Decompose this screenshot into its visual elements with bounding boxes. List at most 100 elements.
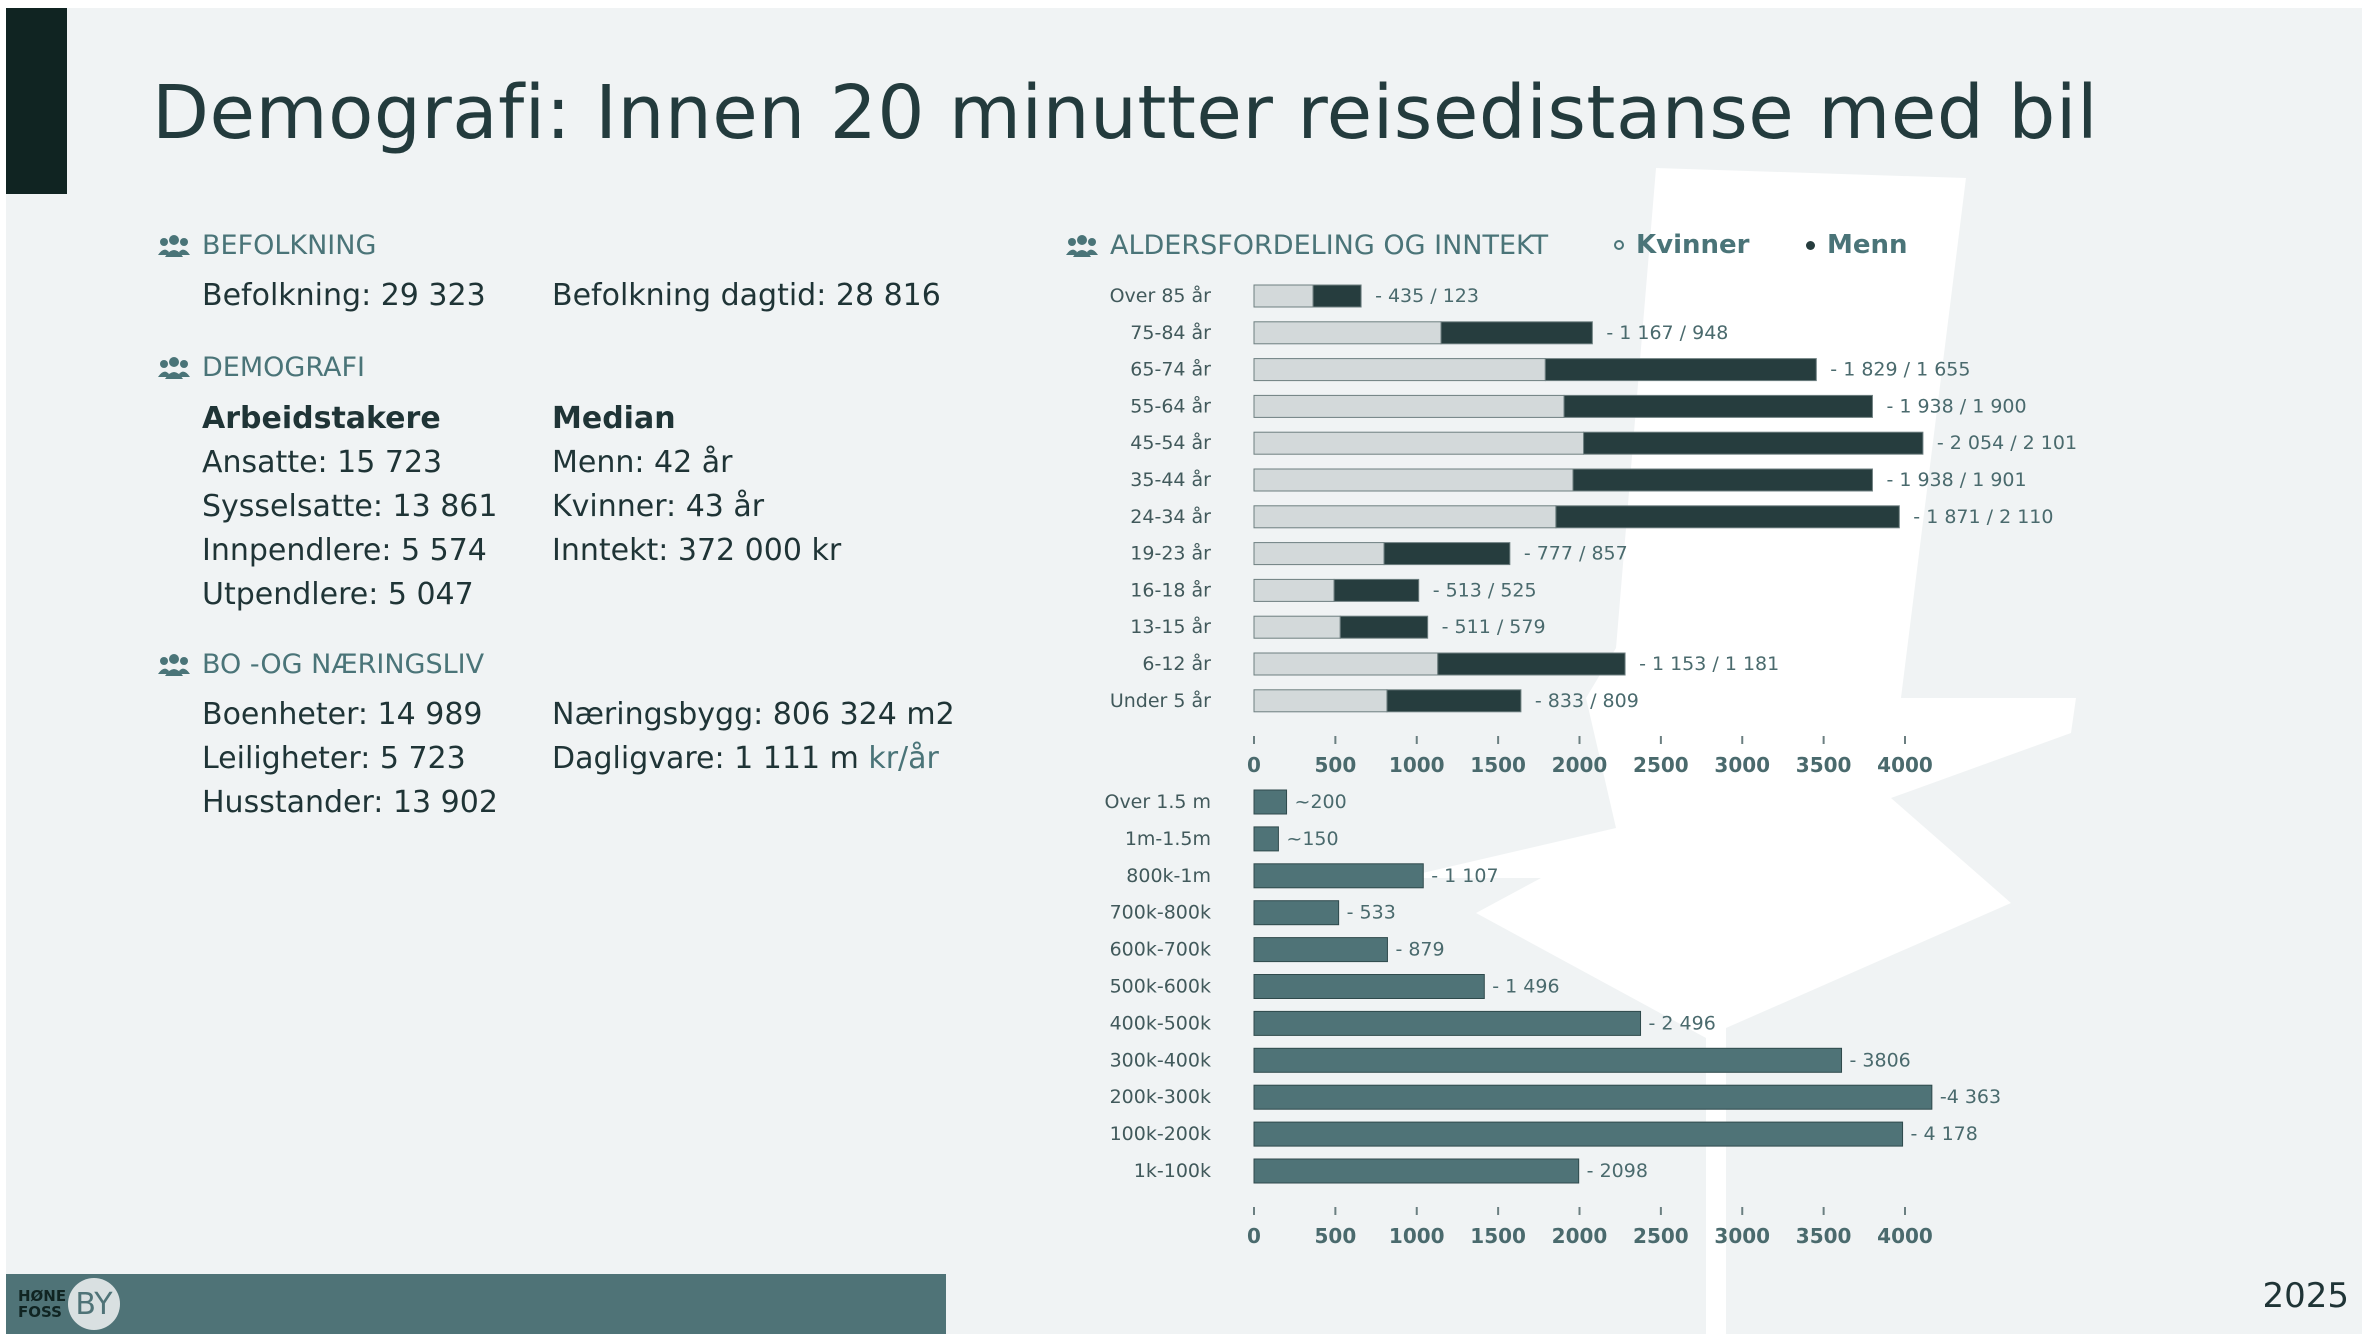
bar-women <box>1253 505 1557 529</box>
income-category-label: 500k-600k <box>1110 976 1211 998</box>
income-axis-tick-label: 3500 <box>1796 1224 1852 1248</box>
age-data-label: - 1 167 / 948 <box>1606 322 1728 344</box>
commercial-buildings: Næringsbygg: 806 324 m2 <box>552 697 955 732</box>
age-axis-tick-label: 3500 <box>1796 753 1852 777</box>
bar-women <box>1253 689 1388 713</box>
age-data-label: - 435 / 123 <box>1375 285 1479 307</box>
charts-svg: Over 85 år - 435 / 123 75-84 år - 1 167 / 9… <box>1104 284 2077 1248</box>
bar-men <box>1544 358 1817 382</box>
median-income: Inntekt: 372 000 kr <box>552 533 842 568</box>
logo-text: HØNE FOSS <box>18 1287 67 1321</box>
income-axis-tick-label: 1000 <box>1389 1224 1445 1248</box>
income-data-label: - 3806 <box>1850 1049 1911 1071</box>
bar-men <box>1386 689 1522 713</box>
age-data-label: - 1 829 / 1 655 <box>1830 359 1970 381</box>
age-category-label: 24-34 år <box>1130 505 1211 528</box>
group-icon <box>158 356 190 379</box>
workers-employed: Sysselsatte: 13 861 <box>202 489 498 524</box>
income-axis-tick-label: 2500 <box>1633 1224 1689 1248</box>
bar-men <box>1312 284 1362 308</box>
bar-men <box>1563 394 1873 418</box>
income-data-label: - 533 <box>1347 902 1396 924</box>
age-axis-tick-label: 1500 <box>1470 753 1526 777</box>
legend-men-marker <box>1806 240 1815 250</box>
income-axis-tick-label: 3000 <box>1714 1224 1770 1248</box>
income-data-label: -4 363 <box>1940 1086 2001 1108</box>
befolkning-heading-label: BEFOLKNING <box>202 230 377 261</box>
bar-women <box>1253 578 1335 602</box>
income-data-label: - 2 496 <box>1649 1012 1716 1034</box>
age-data-label: - 1 871 / 2 110 <box>1913 506 2053 528</box>
bar-men <box>1383 542 1511 566</box>
year-label: 2025 <box>2262 1276 2349 1316</box>
income-category-label: 200k-300k <box>1110 1086 1211 1108</box>
income-category-label: 100k-200k <box>1110 1123 1211 1145</box>
demografi-heading: DEMOGRAFI <box>158 352 365 383</box>
bar-women <box>1253 542 1385 566</box>
bar-men <box>1437 652 1626 676</box>
grocery: Dagligvare: 1 111 m kr/år <box>552 741 939 776</box>
median-women: Kvinner: 43 år <box>552 489 765 524</box>
legend-women: Kvinner <box>1614 230 1749 260</box>
bar-women <box>1253 468 1574 492</box>
age-data-label: - 1 938 / 1 900 <box>1886 395 2026 417</box>
grocery-unit: kr/år <box>868 741 939 776</box>
income-category-label: 1k-100k <box>1134 1160 1211 1182</box>
bar-women <box>1253 358 1546 382</box>
alders-heading-label: ALDERSFORDELING OG INNTEKT <box>1110 230 1549 261</box>
age-data-label: - 2 054 / 2 101 <box>1937 432 2077 454</box>
median-men: Menn: 42 år <box>552 445 733 480</box>
bar-income <box>1253 900 1340 926</box>
background-watermark-shape <box>1401 168 2076 1334</box>
legend-men-label: Menn <box>1827 230 1908 260</box>
legend-women-marker <box>1614 240 1624 250</box>
bar-men <box>1333 578 1420 602</box>
age-category-label: 6-12 år <box>1142 652 1211 675</box>
age-data-label: - 1 153 / 1 181 <box>1639 653 1779 675</box>
income-data-label: - 879 <box>1395 939 1444 961</box>
bar-income <box>1253 1121 1904 1147</box>
income-category-label: 700k-800k <box>1110 902 1211 924</box>
bar-income <box>1253 863 1424 889</box>
age-axis-tick-label: 2500 <box>1633 753 1689 777</box>
age-axis-tick-label: 4000 <box>1877 753 1933 777</box>
age-axis-tick-label: 1000 <box>1389 753 1445 777</box>
age-axis-tick-label: 500 <box>1315 753 1357 777</box>
age-data-label: - 1 938 / 1 901 <box>1886 469 2026 491</box>
income-category-label: 1m-1.5m <box>1125 828 1211 850</box>
bar-income <box>1253 789 1288 815</box>
income-data-label: - 1 107 <box>1431 865 1498 887</box>
bar-income <box>1253 1158 1580 1184</box>
income-category-label: Over 1.5 m <box>1104 791 1211 813</box>
bar-men <box>1339 615 1429 639</box>
households: Husstander: 13 902 <box>202 785 498 820</box>
bar-women <box>1253 652 1439 676</box>
bar-women <box>1253 284 1314 308</box>
age-data-label: - 511 / 579 <box>1442 616 1546 638</box>
income-axis-tick-label: 1500 <box>1470 1224 1526 1248</box>
bar-income <box>1253 826 1279 852</box>
footer-bar <box>6 1274 946 1334</box>
age-category-label: 55-64 år <box>1130 394 1211 417</box>
bar-income <box>1253 1010 1642 1036</box>
age-category-label: 16-18 år <box>1130 578 1211 601</box>
bar-women <box>1253 394 1565 418</box>
income-axis-tick-label: 2000 <box>1552 1224 1608 1248</box>
income-data-label: - 4 178 <box>1911 1123 1978 1145</box>
page-title: Demografi: Innen 20 minutter reisedistan… <box>152 70 2099 156</box>
workers-incommuters: Innpendlere: 5 574 <box>202 533 487 568</box>
group-icon <box>158 653 190 676</box>
logo-circle: BY <box>68 1278 120 1330</box>
bar-men <box>1440 321 1593 345</box>
income-category-label: 300k-400k <box>1110 1049 1211 1071</box>
grocery-value: Dagligvare: 1 111 m <box>552 741 859 776</box>
income-category-label: 600k-700k <box>1110 939 1211 961</box>
age-category-label: Under 5 år <box>1110 689 1211 712</box>
age-category-label: Over 85 år <box>1110 284 1212 307</box>
bar-income <box>1253 1047 1843 1073</box>
slide: Demografi: Innen 20 minutter reisedistan… <box>6 8 2362 1334</box>
income-axis-tick-label: 500 <box>1315 1224 1357 1248</box>
population-value: Befolkning: 29 323 <box>202 278 486 313</box>
daytime-population-value: Befolkning dagtid: 28 816 <box>552 278 941 313</box>
bar-men <box>1572 468 1873 492</box>
